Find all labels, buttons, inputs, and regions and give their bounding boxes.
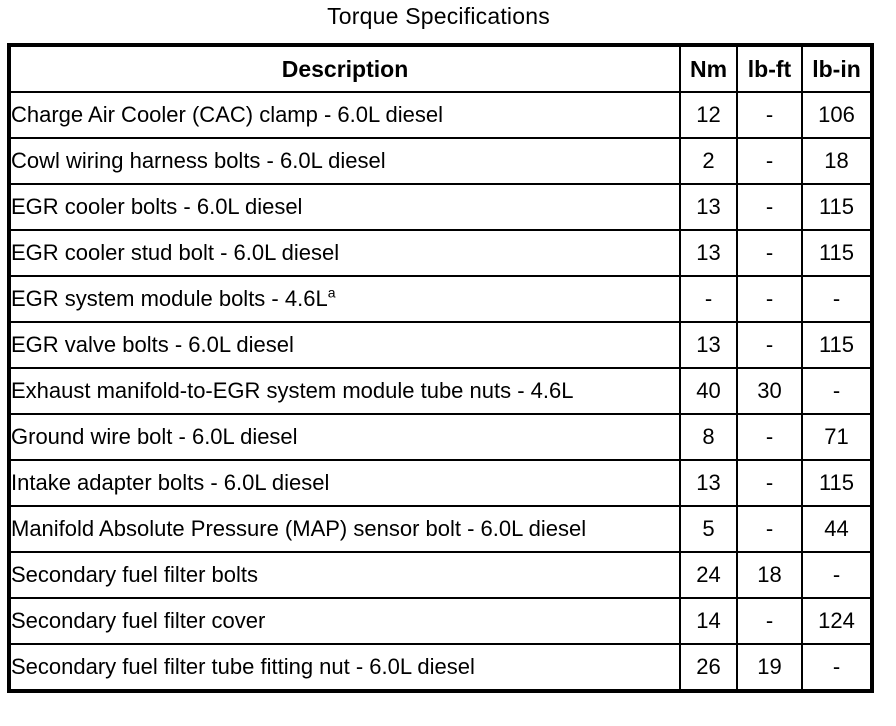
lb-ft-cell: -: [736, 459, 803, 507]
page-title: Torque Specifications: [327, 3, 550, 29]
nm-cell: 8: [679, 413, 738, 461]
lb-ft-cell: -: [736, 597, 803, 645]
nm-cell: 13: [679, 229, 738, 277]
lb-ft-cell: -: [736, 91, 803, 139]
table-row: Exhaust manifold-to-EGR system module tu…: [8, 367, 873, 415]
description-cell: Secondary fuel filter tube fitting nut -…: [8, 643, 681, 692]
description-cell: Secondary fuel filter cover: [8, 597, 681, 645]
table-row: EGR valve bolts - 6.0L diesel 13-115: [8, 321, 873, 369]
lb-in-cell: 115: [801, 229, 873, 277]
table-body: Charge Air Cooler (CAC) clamp - 6.0L die…: [8, 91, 873, 692]
nm-cell: 40: [679, 367, 738, 415]
lb-in-cell: 71: [801, 413, 873, 461]
description-cell: EGR cooler stud bolt - 6.0L diesel: [8, 229, 681, 277]
table-row: EGR cooler stud bolt - 6.0L diesel 13-115: [8, 229, 873, 277]
header-row: Description Nm lb-ft lb-in: [8, 44, 873, 93]
table-header: Description Nm lb-ft lb-in: [8, 44, 873, 93]
lb-ft-cell: -: [736, 505, 803, 553]
table-row: Cowl wiring harness bolts - 6.0L diesel 2…: [8, 137, 873, 185]
nm-cell: -: [679, 275, 738, 323]
lb-ft-cell: -: [736, 275, 803, 323]
column-header-nm: Nm: [679, 44, 738, 93]
nm-cell: 5: [679, 505, 738, 553]
torque-spec-table: Description Nm lb-ft lb-in Charge Air Co…: [7, 43, 874, 693]
column-header-lb-in: lb-in: [801, 44, 873, 93]
footnote-marker: a: [327, 284, 336, 301]
lb-ft-cell: -: [736, 137, 803, 185]
lb-ft-cell: 19: [736, 643, 803, 692]
nm-cell: 14: [679, 597, 738, 645]
lb-in-cell: -: [801, 367, 873, 415]
nm-cell: 2: [679, 137, 738, 185]
nm-cell: 12: [679, 91, 738, 139]
lb-ft-cell: 18: [736, 551, 803, 599]
description-cell: Manifold Absolute Pressure (MAP) sensor …: [8, 505, 681, 553]
table-row: Secondary fuel filter tube fitting nut -…: [8, 643, 873, 692]
table-row: Intake adapter bolts - 6.0L diesel 13-115: [8, 459, 873, 507]
nm-cell: 13: [679, 459, 738, 507]
lb-ft-cell: -: [736, 229, 803, 277]
column-header-description: Description: [8, 44, 681, 93]
column-header-lb-ft: lb-ft: [736, 44, 803, 93]
description-cell: EGR valve bolts - 6.0L diesel: [8, 321, 681, 369]
lb-in-cell: 106: [801, 91, 873, 139]
lb-in-cell: 115: [801, 183, 873, 231]
lb-in-cell: -: [801, 275, 873, 323]
table-row: Charge Air Cooler (CAC) clamp - 6.0L die…: [8, 91, 873, 139]
lb-in-cell: 115: [801, 321, 873, 369]
lb-in-cell: -: [801, 551, 873, 599]
table-row: Secondary fuel filter bolts 24 18-: [8, 551, 873, 599]
table-row: Manifold Absolute Pressure (MAP) sensor …: [8, 505, 873, 553]
description-cell: Intake adapter bolts - 6.0L diesel: [8, 459, 681, 507]
description-cell: EGR system module bolts - 4.6La: [8, 275, 681, 323]
nm-cell: 24: [679, 551, 738, 599]
nm-cell: 26: [679, 643, 738, 692]
lb-ft-cell: 30: [736, 367, 803, 415]
description-cell: Cowl wiring harness bolts - 6.0L diesel: [8, 137, 681, 185]
nm-cell: 13: [679, 321, 738, 369]
description-cell: Secondary fuel filter bolts: [8, 551, 681, 599]
lb-in-cell: 124: [801, 597, 873, 645]
table-row: EGR cooler bolts - 6.0L diesel 13-115: [8, 183, 873, 231]
nm-cell: 13: [679, 183, 738, 231]
lb-ft-cell: -: [736, 183, 803, 231]
description-cell: EGR cooler bolts - 6.0L diesel: [8, 183, 681, 231]
lb-in-cell: 18: [801, 137, 873, 185]
lb-in-cell: 44: [801, 505, 873, 553]
description-cell: Charge Air Cooler (CAC) clamp - 6.0L die…: [8, 91, 681, 139]
description-cell: Exhaust manifold-to-EGR system module tu…: [8, 367, 681, 415]
table-row: Secondary fuel filter cover 14-124: [8, 597, 873, 645]
lb-in-cell: -: [801, 643, 873, 692]
description-cell: Ground wire bolt - 6.0L diesel: [8, 413, 681, 461]
lb-ft-cell: -: [736, 321, 803, 369]
table-row: Ground wire bolt - 6.0L diesel 8-71: [8, 413, 873, 461]
lb-ft-cell: -: [736, 413, 803, 461]
table-row: EGR system module bolts - 4.6La - - -: [8, 275, 873, 323]
lb-in-cell: 115: [801, 459, 873, 507]
